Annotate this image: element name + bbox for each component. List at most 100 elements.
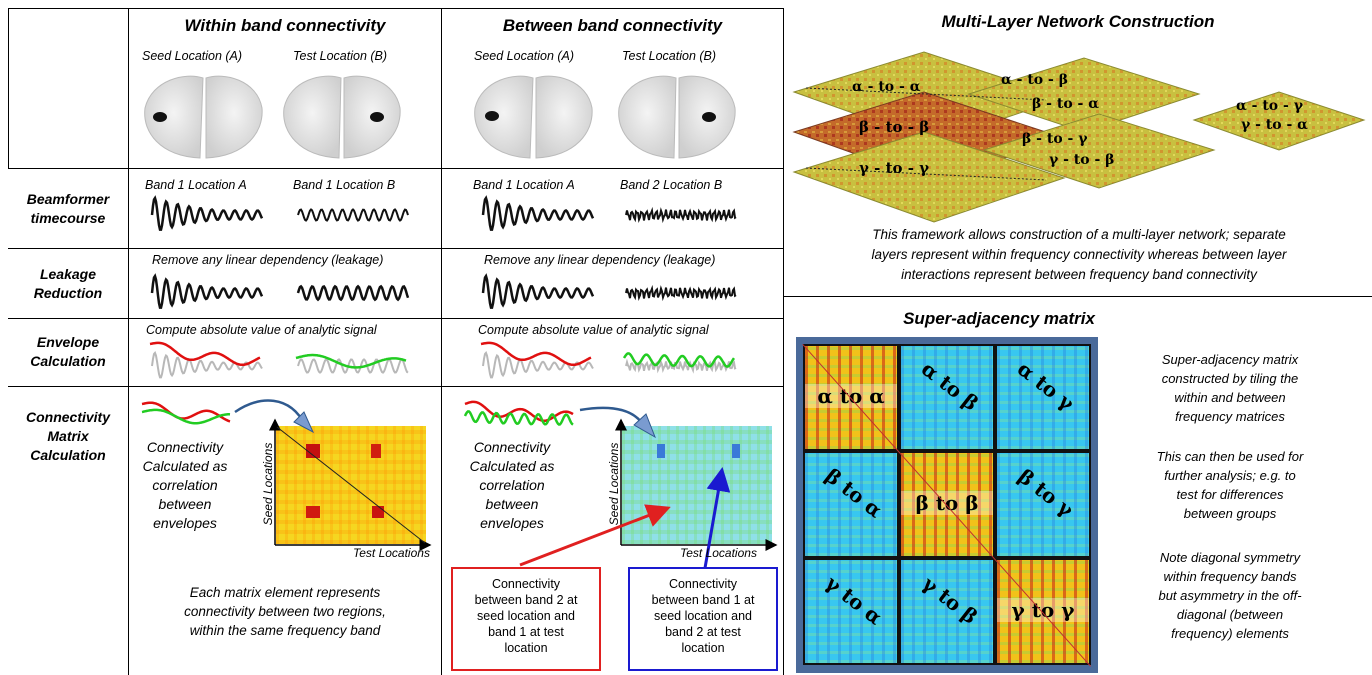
superadj-offdiag-label: β to α <box>820 463 888 523</box>
plane-beta-gamma <box>982 113 1216 189</box>
envelope-between-b <box>622 352 736 368</box>
leakage-waveform-within-b <box>296 284 410 302</box>
within-arrowhead <box>293 411 315 434</box>
leakage-waveform-between-a <box>481 273 595 309</box>
within-y-axis-label: Seed Locations <box>261 442 275 526</box>
between-conn-description: Connectivity Calculated as correlation b… <box>469 439 555 531</box>
superadj-note-2: This can then be used for further analys… <box>1156 449 1304 521</box>
superadj-offdiag-label: γ to β <box>917 571 983 629</box>
within-conn-description: Connectivity Calculated as correlation b… <box>142 439 228 531</box>
brain-between-seed <box>474 75 593 159</box>
test-spot <box>370 112 384 122</box>
matrix-coldspot <box>732 444 740 458</box>
plane-label-gg: γ - to - γ <box>859 159 930 177</box>
grid-line <box>8 8 9 168</box>
between-tc-right-label: Band 2 Location B <box>620 178 723 192</box>
conn-envelope-within-green <box>141 408 231 425</box>
superadj-matrix: α to α α to β α to γ β to α β to β β to γ γ to… <box>796 337 1098 673</box>
red-annotation-box: Connectivity between band 2 at seed loca… <box>451 567 601 671</box>
within-leakage-note: Remove any linear dependency (leakage) <box>152 253 384 267</box>
multilayer-planes <box>792 51 1366 223</box>
between-leakage-note: Remove any linear dependency (leakage) <box>484 253 716 267</box>
matrix-hotspot <box>371 444 381 458</box>
within-tc-left-label: Band 1 Location A <box>145 178 247 192</box>
envelope-signal-between-b <box>625 358 737 374</box>
between-y-axis-label: Seed Locations <box>607 442 621 526</box>
grid-line <box>441 8 442 675</box>
plane-label-ga: γ - to - α <box>1241 117 1308 133</box>
blue-pointer-arrow <box>703 467 731 569</box>
waveform-between-b <box>625 206 737 224</box>
row-label-beamformer: Beamformer timecourse <box>26 191 110 226</box>
envelope-between-a <box>480 341 592 367</box>
superadj-note-1: Super-adjacency matrix constructed by ti… <box>1161 352 1299 424</box>
superadj-offdiag-label: α to β <box>916 356 984 416</box>
superadj-offdiag-label: γ to α <box>820 570 888 630</box>
waveforms <box>141 195 737 426</box>
plane-label-ba: β - to - α <box>1032 96 1099 112</box>
seed-spot <box>153 112 167 122</box>
multilayer-caption: This framework allows construction of a … <box>871 227 1287 282</box>
plane-label-ag: α - to - γ <box>1236 98 1303 114</box>
plane-alpha-beta <box>967 57 1201 133</box>
between-seed-label: Seed Location (A) <box>474 49 575 63</box>
superadj-offdiag-label: α to γ <box>1012 356 1080 416</box>
superadj-cell: α to β <box>899 344 995 451</box>
leakage-waveform-between-b <box>625 284 737 302</box>
within-band-header: Within band connectivity <box>184 16 386 35</box>
plane-label-bb: β - to - β <box>859 118 930 136</box>
matrix-coldspot <box>657 444 665 458</box>
plane-diagonal <box>805 167 1047 181</box>
within-seed-label: Seed Location (A) <box>142 49 243 63</box>
superadj-cell: γ to β <box>899 558 995 665</box>
within-tc-right-label: Band 1 Location B <box>293 178 396 192</box>
waveform-within-b <box>297 208 409 222</box>
grid-line <box>8 248 784 249</box>
row-label-connectivity: Connectivity Matrix Calculation <box>25 409 110 463</box>
between-tc-left-label: Band 1 Location A <box>473 178 575 192</box>
grid-line <box>8 386 784 387</box>
test-spot <box>702 112 716 122</box>
between-band-header: Between band connectivity <box>502 16 723 35</box>
plane-label-aa: α - to - α <box>852 79 921 95</box>
row-label-envelope: Envelope Calculation <box>30 334 106 369</box>
brain-within-seed <box>144 75 263 159</box>
plane-alpha-gamma <box>1192 91 1366 151</box>
plane-label-bg: β - to - γ <box>1022 131 1088 147</box>
superadj-note-3: Note diagonal symmetry within frequency … <box>1158 550 1302 641</box>
plane-label-ab: α - to - β <box>1001 72 1068 88</box>
grid-line <box>783 296 1372 297</box>
row-label-leakage: Leakage Reduction <box>33 266 103 301</box>
envelope-within-b <box>295 353 407 369</box>
leakage-waveform-within-a <box>150 273 264 309</box>
superadj-diag-label: β to β <box>901 491 993 515</box>
superadj-diag-label: γ to γ <box>997 598 1089 622</box>
grid-line <box>8 168 784 169</box>
between-x-axis-label: Test Locations <box>680 546 757 560</box>
between-envelope-note: Compute absolute value of analytic signa… <box>478 323 709 337</box>
matrix-axes-and-arrows <box>234 399 778 569</box>
within-diagonal <box>276 426 426 544</box>
between-test-label: Test Location (B) <box>622 49 717 63</box>
grid-line <box>8 318 784 319</box>
superadj-cell: β to α <box>803 451 899 558</box>
within-x-axis-label: Test Locations <box>353 546 430 560</box>
matrix-hotspot <box>306 506 320 518</box>
superadj-diag-label: α to α <box>805 384 897 408</box>
red-pointer-arrow <box>519 504 671 567</box>
within-test-label: Test Location (B) <box>293 49 388 63</box>
between-arrowhead <box>633 413 656 439</box>
grid-line <box>128 8 129 675</box>
conn-envelope-within-red <box>141 401 231 423</box>
grid-line <box>783 8 784 675</box>
seed-spot <box>485 111 499 121</box>
multilayer-header: Multi-Layer Network Construction <box>941 12 1215 31</box>
superadj-cell: γ to α <box>803 558 899 665</box>
waveform-between-a <box>481 195 595 231</box>
superadj-header: Super-adjacency matrix <box>903 309 1095 328</box>
brain-illustrations <box>144 75 736 159</box>
grid-line <box>8 8 784 9</box>
matrix-hotspot <box>306 444 320 458</box>
within-matrix-caption: Each matrix element represents connectiv… <box>184 585 386 638</box>
superadj-cell: α to γ <box>995 344 1091 451</box>
